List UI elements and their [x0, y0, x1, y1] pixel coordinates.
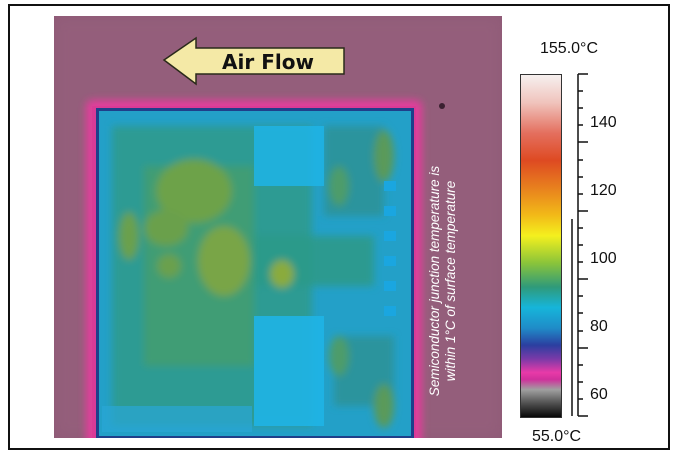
- temperature-scale: 155.0°C 140 120 100 80 60 55.0°C: [510, 16, 670, 446]
- scale-min-label: 55.0°C: [532, 428, 582, 445]
- tick-label-120: 120: [590, 182, 617, 199]
- air-flow-label: Air Flow: [222, 50, 314, 74]
- thermal-image-graphic: Air Flow: [54, 16, 502, 438]
- tick-label-140: 140: [590, 114, 617, 131]
- scale-max-label: 155.0°C: [540, 40, 598, 57]
- color-scale-bar: [520, 74, 562, 418]
- scale-ticks: [571, 73, 644, 417]
- tick-label-60: 60: [590, 386, 608, 403]
- tick-label-100: 100: [590, 250, 617, 267]
- thermal-image: Air Flow: [54, 16, 502, 438]
- tick-label-80: 80: [590, 318, 608, 335]
- image-frame: Air Flow Semiconductor junction temperat…: [8, 4, 670, 450]
- caption-vertical: Semiconductor junction temperature is wi…: [408, 141, 478, 421]
- caption-line-1: Semiconductor junction temperature is: [427, 165, 442, 397]
- caption-line-2: within 1°C of surface temperature: [443, 180, 458, 382]
